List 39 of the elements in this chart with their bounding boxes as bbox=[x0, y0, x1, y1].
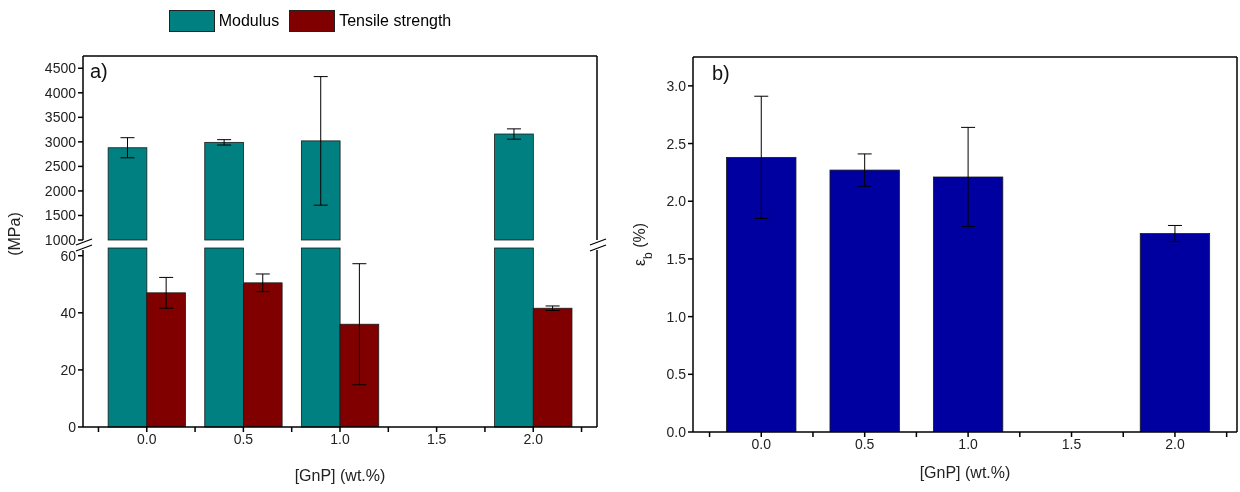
y-tick-label: 0.5 bbox=[666, 366, 687, 383]
y-tick-label: 4000 bbox=[44, 84, 77, 101]
x-axis-title: [GnP] (wt.%) bbox=[919, 464, 1011, 481]
y-tick-label: 3500 bbox=[44, 109, 77, 126]
y-tick-label: 1.0 bbox=[666, 308, 687, 325]
y-tick-label: 2000 bbox=[44, 182, 77, 199]
legend-label: Tensile strength bbox=[339, 12, 452, 30]
y-tick-label: 20 bbox=[60, 361, 77, 378]
legend-label: Modulus bbox=[218, 12, 280, 30]
y-tick-label: 4500 bbox=[44, 60, 77, 77]
x-tick-label: 2.0 bbox=[1165, 435, 1185, 452]
y-tick-label: 1500 bbox=[44, 207, 77, 224]
y-tick-label: 0 bbox=[68, 418, 77, 435]
x-tick-label: 2.0 bbox=[523, 430, 544, 447]
y-tick-label: 1.5 bbox=[666, 250, 687, 267]
y-axis-title: (MPa) bbox=[6, 212, 24, 256]
x-tick-label: 1.5 bbox=[426, 430, 447, 447]
x-tick-label: 1.0 bbox=[330, 430, 350, 447]
y-tick-label: 40 bbox=[60, 304, 77, 321]
y-tick-label: 2.0 bbox=[666, 193, 687, 210]
bar bbox=[1139, 233, 1211, 432]
y-tick-label: 2.5 bbox=[666, 135, 687, 152]
x-axis-title: [GnP] (wt.%) bbox=[294, 467, 386, 484]
x-tick-label: 0.0 bbox=[137, 430, 157, 447]
x-tick-label: 1.0 bbox=[958, 435, 979, 452]
x-tick-label: 0.0 bbox=[751, 435, 772, 452]
y-tick-label: 3.0 bbox=[666, 77, 687, 94]
bar bbox=[932, 176, 1004, 432]
annotation: a) bbox=[90, 60, 108, 83]
y-tick-label: 3000 bbox=[44, 133, 77, 150]
bar bbox=[726, 156, 797, 432]
y-tick-label: 2500 bbox=[44, 158, 77, 175]
y-tick-label: 60 bbox=[60, 247, 77, 264]
annotation: b) bbox=[712, 62, 730, 85]
x-tick-label: 0.5 bbox=[233, 430, 254, 447]
x-tick-label: 0.5 bbox=[854, 435, 875, 452]
x-tick-label: 1.5 bbox=[1061, 435, 1082, 452]
y-tick-label: 1000 bbox=[44, 231, 77, 248]
bar bbox=[829, 169, 900, 432]
